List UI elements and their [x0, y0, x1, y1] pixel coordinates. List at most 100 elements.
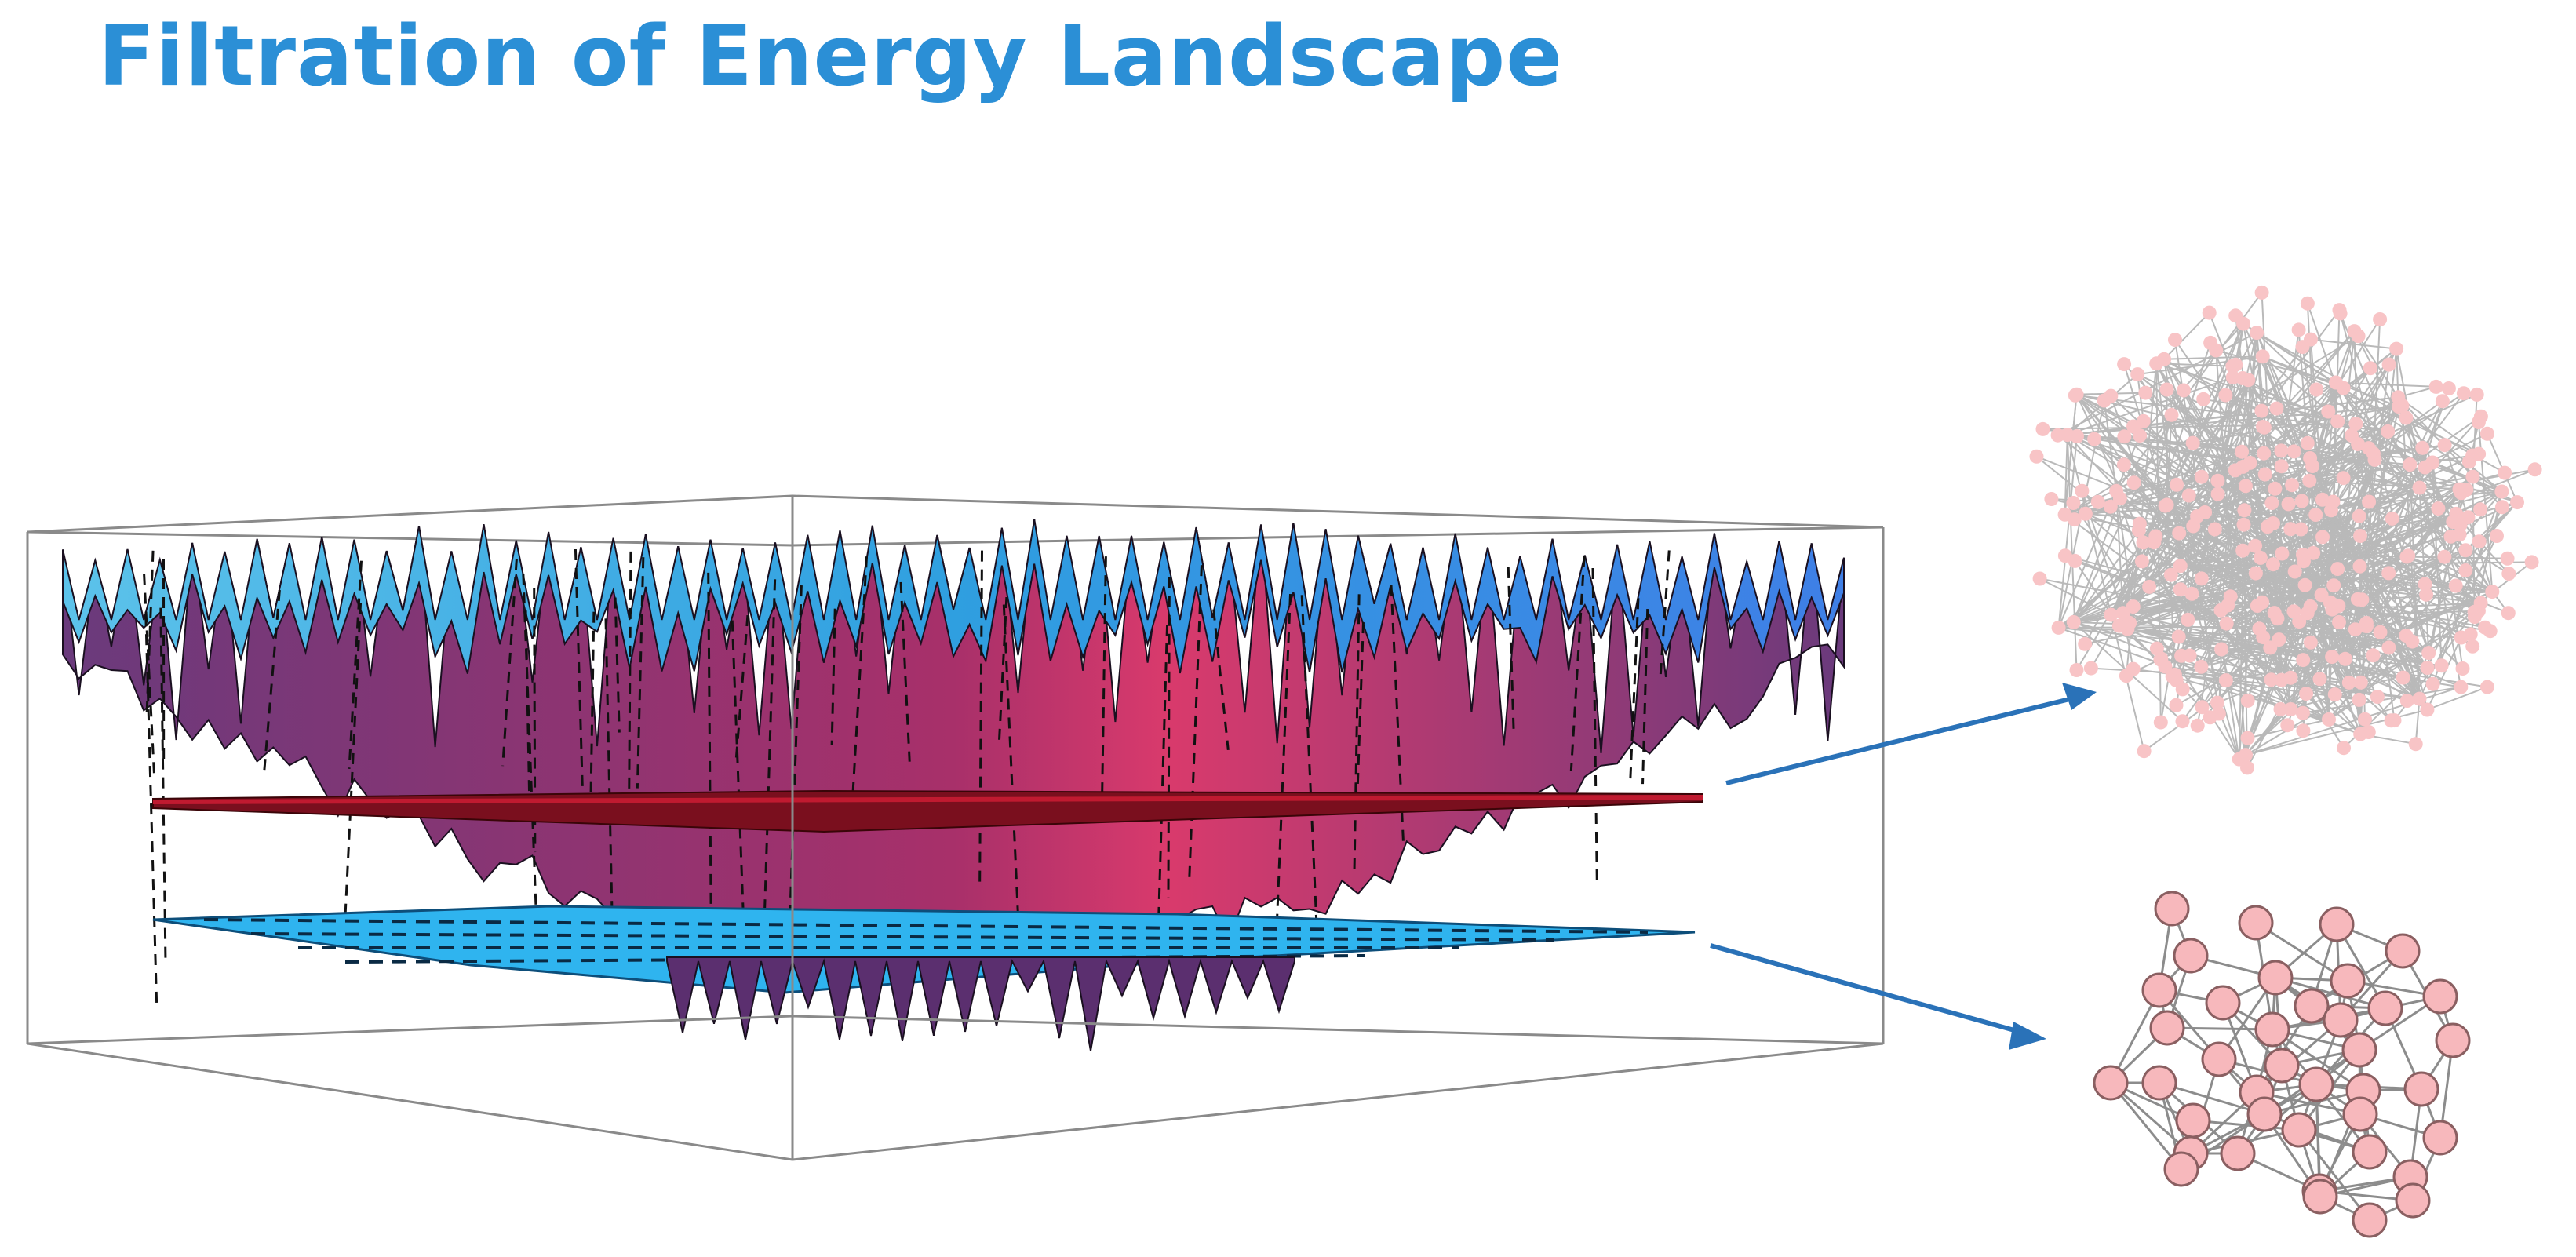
- graph-edge: [2174, 339, 2240, 760]
- graph-node: [2303, 451, 2318, 465]
- graph-node: [2172, 526, 2187, 541]
- graph-node: [2425, 676, 2440, 691]
- graph-node: [2325, 650, 2340, 665]
- graph-node: [2420, 702, 2435, 717]
- graph-node: [2367, 990, 2403, 1026]
- graph-node: [2153, 715, 2168, 730]
- graph-edge: [2174, 364, 2390, 676]
- graph-edge: [2255, 921, 2348, 982]
- graph-node: [2469, 387, 2484, 402]
- graph-node: [2501, 606, 2516, 621]
- graph-node: [2257, 960, 2294, 996]
- graph-node: [2078, 506, 2093, 521]
- graph-node: [2500, 551, 2515, 566]
- graph-edge: [2072, 390, 2184, 623]
- graph-node: [2194, 659, 2209, 674]
- graph-node: [2467, 610, 2482, 625]
- graph-edge: [2115, 490, 2134, 607]
- graph-node: [2175, 1102, 2211, 1139]
- graph-node: [2363, 361, 2377, 376]
- graph-node: [2194, 469, 2209, 484]
- graph-edge: [2191, 593, 2292, 710]
- graph-edge: [2122, 585, 2456, 614]
- graph-edge: [2177, 466, 2244, 637]
- graph-node: [2090, 494, 2105, 509]
- graph-node: [2308, 508, 2323, 522]
- arrow-right-down-icon: [1710, 943, 2046, 1050]
- plane-dash-line: [203, 918, 1649, 934]
- graph-node: [2461, 510, 2476, 525]
- graph-node: [2291, 322, 2306, 337]
- graph-node: [2456, 386, 2471, 401]
- graph-node: [2412, 480, 2427, 495]
- graph-edge: [2335, 381, 2509, 614]
- graph-node: [2235, 543, 2250, 558]
- graph-node: [2136, 535, 2151, 550]
- graph-node: [2097, 393, 2111, 408]
- graph-node: [2067, 512, 2082, 527]
- graph-node: [2296, 653, 2311, 668]
- graph-node: [2184, 586, 2199, 601]
- graph-node: [2169, 698, 2184, 712]
- graph-edge: [2256, 332, 2505, 474]
- graph-node: [2257, 446, 2272, 461]
- mesh-line: [1659, 550, 1671, 675]
- graph-node: [2458, 563, 2473, 577]
- graph-node: [2235, 371, 2250, 385]
- graph-node: [2300, 435, 2315, 450]
- bounding-box-front: [27, 545, 1884, 1161]
- graph-node: [2287, 564, 2302, 579]
- box-back-bottom: [27, 1015, 793, 1045]
- graph-node: [2323, 595, 2337, 610]
- mesh-line: [997, 597, 1008, 748]
- graph-node: [2336, 381, 2351, 395]
- graph-node: [2401, 548, 2416, 563]
- graph-node: [2248, 538, 2263, 553]
- graph-edge: [2064, 435, 2068, 515]
- graph-node: [2431, 501, 2446, 516]
- mesh-line: [524, 610, 531, 799]
- graph-node: [2330, 414, 2345, 429]
- graph-node: [2381, 640, 2396, 655]
- mesh-line: [348, 560, 363, 769]
- graph-node: [2246, 1096, 2283, 1132]
- graph-node: [2330, 963, 2366, 999]
- graph-node: [2138, 385, 2153, 400]
- graph-node: [2527, 462, 2542, 477]
- graph-node: [2235, 444, 2250, 459]
- graph-node: [2029, 449, 2044, 464]
- graph-edge: [2066, 435, 2078, 671]
- graph-node: [2228, 357, 2243, 372]
- graph-edge: [2119, 625, 2378, 698]
- graph-node: [2240, 731, 2255, 745]
- graph-edge: [2103, 400, 2118, 491]
- graph-edge: [2159, 1081, 2265, 1116]
- mesh-line: [1212, 609, 1230, 751]
- graph-node: [2256, 420, 2270, 434]
- graph-node: [2381, 424, 2396, 439]
- graph-node: [2403, 457, 2418, 472]
- graph-node: [2485, 585, 2500, 599]
- graph-node: [2312, 672, 2327, 687]
- graph-node: [2381, 566, 2396, 581]
- graph-node: [2452, 527, 2467, 542]
- graph-edge: [2254, 573, 2283, 680]
- graph-node: [2240, 760, 2254, 775]
- box-top-right-edge: [792, 526, 1884, 547]
- graph-edge: [2076, 393, 2467, 491]
- graph-node: [2373, 312, 2388, 326]
- graph-node: [2194, 571, 2209, 586]
- graph-edge: [2166, 504, 2407, 636]
- graph-node: [2437, 549, 2452, 564]
- graph-node: [2175, 714, 2190, 729]
- graph-node: [2362, 494, 2377, 509]
- lower-spikes: [666, 956, 1295, 1051]
- graph-node: [2260, 519, 2275, 534]
- mesh-line: [1188, 565, 1203, 884]
- graph-node: [2252, 621, 2267, 636]
- graph-edge: [2166, 414, 2173, 505]
- graph-node: [2254, 403, 2269, 418]
- graph-node: [2458, 543, 2473, 558]
- graph-node: [2253, 550, 2268, 565]
- graph-node: [2295, 705, 2310, 720]
